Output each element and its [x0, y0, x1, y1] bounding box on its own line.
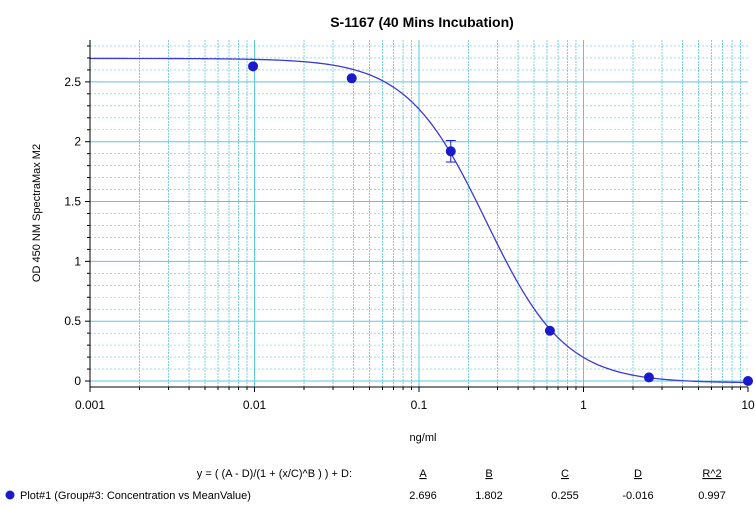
data-point [743, 376, 753, 387]
data-point [248, 61, 259, 72]
x-axis-label: ng/ml [410, 432, 437, 444]
fit-equation: y = ( (A - D)/(1 + (x/C)^B ) ) + D: [197, 468, 352, 480]
param-value-d: -0.016 [622, 490, 653, 502]
legend-series-name: Plot#1 (Group#3: Concentration vs MeanVa… [20, 490, 251, 502]
data-point [643, 372, 654, 383]
y-tick-label: 0 [74, 374, 81, 388]
data-points-layer [248, 61, 753, 387]
y-tick-labels: 0 0.5 1 1.5 2 2.5 [64, 45, 90, 388]
param-value-a: 2.696 [409, 490, 437, 502]
param-header-a: A [419, 468, 427, 480]
x-tick-label: 0.1 [411, 398, 428, 412]
y-tick-label: 2 [74, 135, 81, 149]
x-tick-label: 1 [580, 398, 587, 412]
data-point [445, 146, 456, 157]
param-value-r2: 0.997 [698, 490, 726, 502]
chart-title: S-1167 (40 Mins Incubation) [330, 14, 514, 30]
param-header-b: B [485, 468, 492, 480]
plot-area: 0.001 0.01 0.1 1 10 0 0.5 1 1.5 2 2.5 [64, 40, 755, 412]
param-value-b: 1.802 [475, 490, 503, 502]
x-tick-labels: 0.001 0.01 0.1 1 10 [75, 387, 755, 412]
data-point [346, 73, 357, 84]
y-tick-label: 2.5 [64, 75, 81, 89]
param-header-r2: R^2 [702, 468, 721, 480]
legend-marker [5, 490, 15, 500]
param-header-c: C [561, 468, 569, 480]
y-tick-label: 0.5 [64, 314, 81, 328]
y-tick-label: 1.5 [64, 195, 81, 209]
legend-row: Plot#1 (Group#3: Concentration vs MeanVa… [5, 490, 726, 502]
fit-equation-row: y = ( (A - D)/(1 + (x/C)^B ) ) + D: A B … [197, 468, 722, 480]
param-value-c: 0.255 [551, 490, 579, 502]
y-axis-label: OD 450 NM SpectraMax M2 [31, 144, 43, 282]
y-tick-label: 1 [74, 254, 81, 268]
param-header-d: D [634, 468, 642, 480]
data-point [544, 325, 555, 336]
x-tick-label: 0.01 [243, 398, 267, 412]
fit-curve [90, 57, 749, 384]
x-tick-label: 0.001 [75, 398, 105, 412]
grid [89, 40, 748, 387]
x-tick-label: 10 [741, 398, 755, 412]
fit-curve-layer [90, 57, 749, 384]
